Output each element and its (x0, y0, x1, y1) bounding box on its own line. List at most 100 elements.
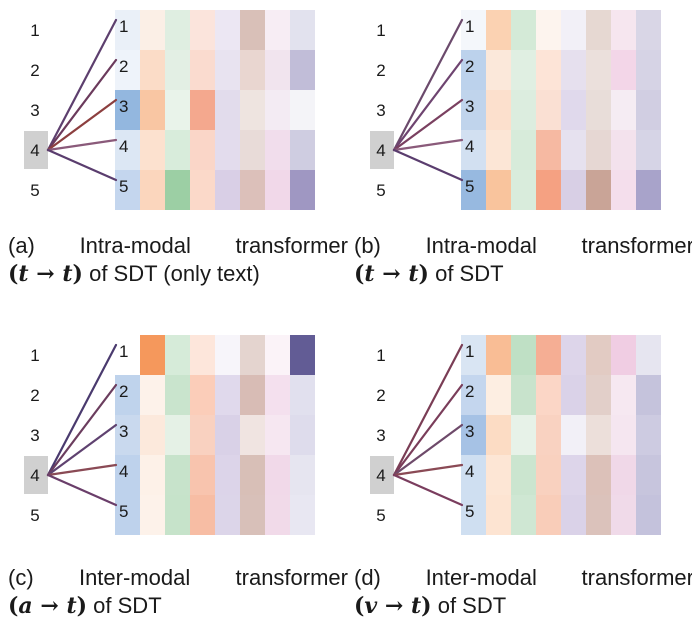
heatmap-cell (561, 10, 586, 50)
heatmap-cell (461, 50, 486, 90)
caption-b: (b) Intra-modal transformer (t → t) of S… (354, 232, 692, 288)
row-label: 2 (119, 382, 128, 401)
row-label: 2 (119, 57, 128, 76)
heatmap-cell (586, 415, 611, 455)
heatmap-cell (290, 375, 315, 415)
heatmap-cell (586, 375, 611, 415)
heatmap-cell (636, 50, 661, 90)
heatmap-cell (611, 10, 636, 50)
heatmap-cell (165, 90, 190, 130)
row-label: 5 (465, 177, 474, 196)
heatmap-cell (140, 130, 165, 170)
heatmap-cell (290, 50, 315, 90)
heatmap-cell (611, 415, 636, 455)
heatmap-cell (140, 90, 165, 130)
heatmap-cell (290, 90, 315, 130)
heatmap-cell (486, 375, 511, 415)
heatmap-cell (190, 495, 215, 535)
attention-line (46, 463, 118, 477)
heatmap-cell (611, 170, 636, 210)
caption-b-line1: (b) Intra-modal transformer (354, 233, 692, 258)
heatmap-cell (636, 170, 661, 210)
heatmap-cell (486, 10, 511, 50)
heatmap-cell (586, 170, 611, 210)
left-label: 3 (376, 426, 385, 445)
heatmap-cell (290, 170, 315, 210)
heatmap-cell (486, 415, 511, 455)
attention-line (46, 383, 118, 477)
heatmap-cell (240, 130, 265, 170)
heatmap-cell (486, 170, 511, 210)
heatmap-cell (511, 10, 536, 50)
row-label: 1 (119, 17, 128, 36)
heatmap-cell (561, 455, 586, 495)
heatmap-cell (115, 415, 140, 455)
heatmap-cell (561, 415, 586, 455)
panel-d-diagram: 1 2 3 4 5 1 2 3 4 5 (370, 335, 661, 535)
heatmap-cell (240, 495, 265, 535)
heatmap-cell (611, 335, 636, 375)
heatmap-b (461, 10, 661, 210)
heatmap-cell (636, 10, 661, 50)
heatmap-cell (190, 170, 215, 210)
caption-d-line1: (d) Inter-modal transformer (354, 565, 692, 590)
heatmap-cell (611, 130, 636, 170)
attention-line (46, 98, 118, 152)
attention-line (392, 138, 464, 152)
attention-line (46, 18, 118, 152)
heatmap-cell (265, 10, 290, 50)
heatmap-cell (165, 10, 190, 50)
caption-b-tail: of SDT (428, 261, 504, 286)
target-highlight-box (24, 131, 48, 169)
heatmap-cell (511, 90, 536, 130)
heatmap-cell (265, 335, 290, 375)
heatmap-cell (115, 455, 140, 495)
heatmap-cell (240, 90, 265, 130)
row-label: 5 (465, 502, 474, 521)
heatmap-cell (486, 130, 511, 170)
heatmap-cell (240, 455, 265, 495)
left-label: 1 (30, 21, 39, 40)
heatmap-cell (561, 90, 586, 130)
left-label: 5 (376, 181, 385, 200)
heatmap-cell (140, 455, 165, 495)
heatmap-cell (586, 495, 611, 535)
heatmap-cell (486, 50, 511, 90)
heatmap-cell (536, 375, 561, 415)
heatmap-cell (461, 90, 486, 130)
heatmap-cell (165, 415, 190, 455)
attention-line (392, 423, 464, 477)
heatmap-cell (290, 415, 315, 455)
row-label: 3 (465, 422, 474, 441)
heatmap-cell (536, 455, 561, 495)
heatmap-cell (190, 415, 215, 455)
heatmap-cell (561, 375, 586, 415)
heatmap-cell (215, 415, 240, 455)
caption-d-line2: (v → t) of SDT (354, 592, 692, 620)
heatmap-cell (215, 335, 240, 375)
caption-a-tail: of SDT (only text) (82, 261, 260, 286)
row-label: 4 (465, 137, 474, 156)
row-label: 1 (465, 342, 474, 361)
left-label: 1 (376, 21, 385, 40)
heatmap-cell (140, 170, 165, 210)
heatmap-cell (265, 415, 290, 455)
heatmap-cell (265, 455, 290, 495)
row-label: 3 (119, 97, 128, 116)
heatmap-cell (561, 130, 586, 170)
attention-line (46, 138, 118, 152)
heatmap-cell (611, 50, 636, 90)
heatmap-cell (115, 50, 140, 90)
heatmap-cell (561, 170, 586, 210)
left-label: 1 (376, 346, 385, 365)
heatmap-cell (461, 10, 486, 50)
panel-c: 1 2 3 4 5 1 2 3 4 5 (0, 325, 346, 540)
heatmap-cell (240, 335, 265, 375)
left-label: 2 (30, 386, 39, 405)
caption-a-math: (t → t) (8, 261, 83, 287)
heatmap-cell (115, 90, 140, 130)
row-label: 5 (119, 177, 128, 196)
heatmap-cell (536, 10, 561, 50)
caption-d-math: (v → t) (354, 593, 432, 619)
heatmap-cell (115, 375, 140, 415)
